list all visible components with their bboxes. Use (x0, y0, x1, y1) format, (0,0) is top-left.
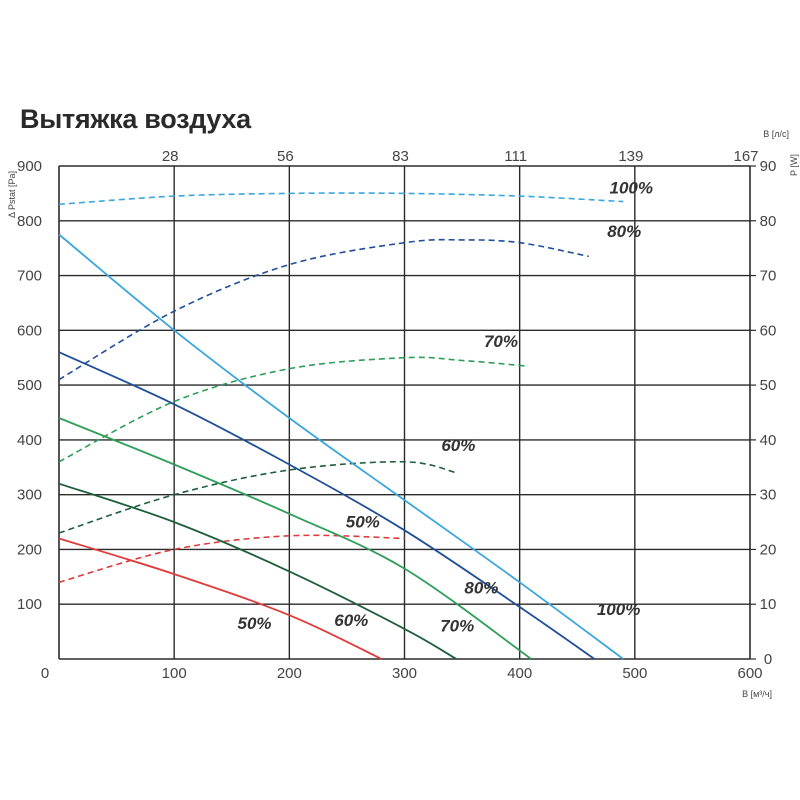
pressure-curve-label: 60% (334, 611, 368, 630)
x-bottom-tick-label: 400 (507, 665, 532, 682)
x-bottom-tick-label: 300 (392, 665, 417, 682)
y-right-tick-label: 90 (760, 158, 777, 175)
y-right-tick-label: 80 (760, 213, 777, 230)
y-right-tick-label: 50 (760, 377, 777, 394)
pressure-curve-label: 70% (440, 617, 474, 636)
y-left-tick-label: 100 (17, 596, 42, 613)
y-right-tick-label: 20 (760, 541, 777, 558)
power-curve-label: 50% (346, 513, 380, 532)
y-left-axis-label: Δ Pstat [Pa] (7, 171, 17, 218)
y-right-tick-label: 70 (760, 268, 777, 285)
y-left-tick-label: 200 (17, 541, 42, 558)
y-left-tick-label: 500 (17, 377, 42, 394)
x-top-tick-label: 111 (504, 148, 527, 165)
x-top-axis-label: В [л/с] (763, 129, 789, 139)
power-curve-100 (58, 192, 624, 206)
pressure-curve-50 (58, 537, 382, 660)
x-bottom-tick-label: 200 (277, 665, 302, 682)
y-right-tick-label: 30 (760, 487, 777, 504)
power-curve-label: 80% (607, 222, 641, 241)
power-curve-60 (58, 460, 457, 534)
power-curve-50 (58, 534, 405, 584)
y-left-tick-label: 400 (17, 432, 42, 449)
pressure-curve-label: 80% (464, 578, 498, 597)
power-curve-label: 100% (609, 178, 652, 197)
x-bottom-tick-label: 500 (622, 665, 647, 682)
power-curve-label: 70% (484, 332, 518, 351)
y-right-tick-label: 40 (760, 432, 777, 449)
y-right-tick-label: 0 (764, 651, 772, 668)
x-top-tick-label: 83 (392, 148, 409, 165)
pressure-curve-100 (58, 233, 624, 660)
x-top-tick-label: 56 (277, 148, 294, 165)
y-left-tick-label: 700 (17, 268, 42, 285)
x-top-tick-label: 167 (733, 148, 758, 165)
pressure-curve-80 (58, 351, 596, 660)
y-left-tick-label: 800 (17, 213, 42, 230)
x-bottom-axis-label: В [м³/ч] (742, 689, 772, 699)
power-curve-label: 60% (441, 436, 475, 455)
x-bottom-tick-label: 0 (41, 665, 49, 682)
y-left-tick-label: 600 (17, 322, 42, 339)
x-top-tick-label: 28 (162, 148, 179, 165)
pressure-curve-60 (58, 482, 457, 660)
chart-title: Вытяжка воздуха (20, 104, 251, 134)
x-bottom-tick-label: 100 (162, 665, 187, 682)
pressure-curve-label: 50% (238, 614, 272, 633)
y-left-tick-label: 300 (17, 487, 42, 504)
y-left-tick-label: 900 (17, 158, 42, 175)
pressure-curve-70 (58, 417, 532, 660)
y-right-axis-label: P [W] (789, 154, 799, 176)
power-curve-80 (58, 238, 589, 381)
y-right-tick-label: 60 (760, 322, 777, 339)
y-right-tick-label: 10 (760, 596, 777, 613)
x-top-tick-label: 139 (618, 148, 643, 165)
power-curve-70 (58, 356, 526, 463)
pressure-curve-label: 100% (597, 600, 640, 619)
x-bottom-tick-label: 600 (737, 665, 762, 682)
